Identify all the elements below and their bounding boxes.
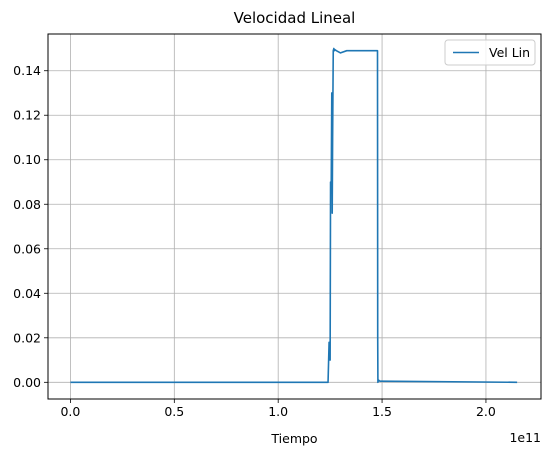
x-axis-label: Tiempo [270, 431, 317, 446]
legend: Vel Lin [444, 39, 536, 66]
series-layer [70, 47, 518, 384]
x-axis-ticks: 0.0 0.5 1.0 1.5 2.0 [60, 399, 496, 419]
grid-layer [48, 34, 541, 399]
legend-entry-label: Vel Lin [489, 45, 530, 60]
legend-box [444, 39, 536, 66]
y-tick-label: 0.10 [13, 152, 41, 167]
y-tick-label: 0.06 [13, 241, 41, 256]
x-tick-label: 2.0 [476, 404, 496, 419]
x-tick-label: 1.0 [268, 404, 288, 419]
y-tick-label: 0.12 [13, 108, 41, 123]
y-tick-label: 0.04 [13, 286, 41, 301]
y-axis-ticks: 0.00 0.02 0.04 0.06 0.08 0.10 0.12 0.14 [13, 63, 48, 390]
y-tick-label: 0.02 [13, 330, 41, 345]
x-axis-offset-text: 1e11 [509, 430, 541, 445]
y-tick-label: 0.14 [13, 63, 41, 78]
chart-title: Velocidad Lineal [234, 9, 356, 27]
x-tick-label: 0.0 [60, 404, 80, 419]
x-tick-label: 1.5 [372, 404, 392, 419]
y-tick-label: 0.00 [13, 375, 41, 390]
series-line-vel-lin [70, 47, 518, 384]
plot-frame [47, 33, 542, 400]
x-tick-label: 0.5 [164, 404, 184, 419]
y-tick-label: 0.08 [13, 197, 41, 212]
